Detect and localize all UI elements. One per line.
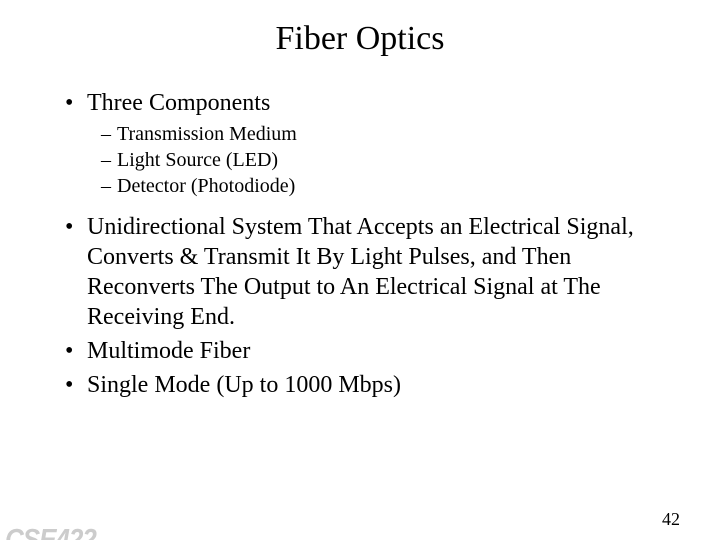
sub-bullet-detector: Detector (Photodiode) (101, 174, 680, 198)
slide: Fiber Optics Three Components Transmissi… (0, 20, 720, 540)
slide-content: Three Components Transmission Medium Lig… (0, 88, 720, 400)
slide-title: Fiber Optics (0, 20, 720, 58)
sub-bullet-block: Transmission Medium Light Source (LED) D… (65, 122, 680, 198)
course-code-watermark: CSE422 (5, 522, 96, 540)
sub-bullet-light-source: Light Source (LED) (101, 148, 680, 172)
page-number: 42 (662, 509, 680, 530)
sub-bullet-transmission-medium: Transmission Medium (101, 122, 680, 146)
bullet-unidirectional: Unidirectional System That Accepts an El… (65, 212, 680, 332)
bullet-three-components: Three Components (65, 88, 680, 118)
bullet-single-mode: Single Mode (Up to 1000 Mbps) (65, 370, 680, 400)
bullet-multimode: Multimode Fiber (65, 336, 680, 366)
